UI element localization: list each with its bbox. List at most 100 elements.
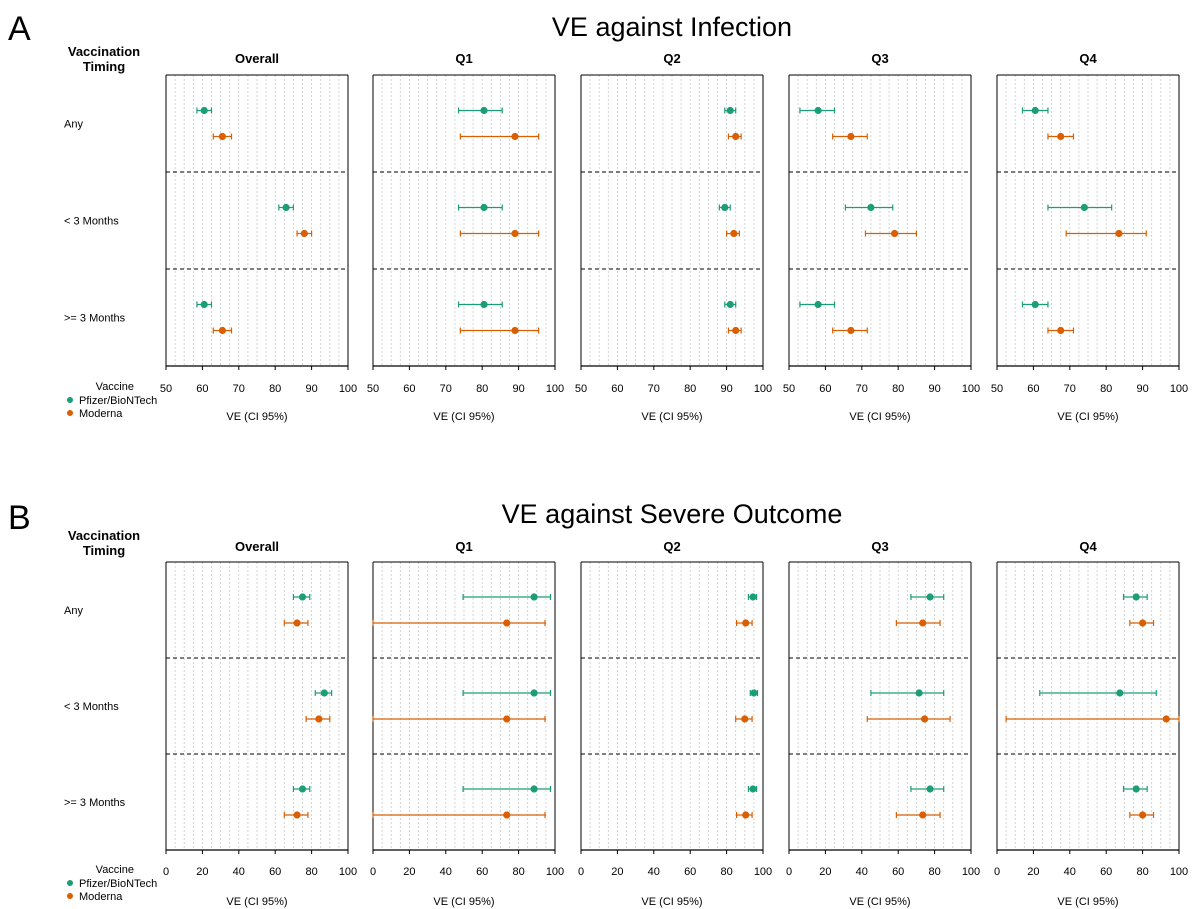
column-title: Q1 — [455, 51, 472, 66]
panel-title: VE against Infection — [552, 12, 792, 42]
row-label: < 3 Months — [64, 701, 119, 713]
moderna-point — [920, 715, 929, 723]
moderna-point — [503, 715, 511, 723]
legend-dot — [67, 880, 73, 886]
moderna-point — [315, 715, 323, 723]
pfizer-point — [530, 689, 538, 697]
row-label: < 3 Months — [64, 216, 119, 228]
panel-letter: B — [8, 499, 31, 537]
pfizer-point — [298, 593, 307, 601]
x-tick-label: 50 — [783, 383, 795, 395]
x-tick-label: 90 — [928, 383, 940, 395]
x-tick-label: 20 — [403, 866, 415, 878]
x-axis-label: VE (CI 95%) — [641, 896, 702, 908]
moderna-point — [1162, 715, 1170, 723]
x-tick-label: 40 — [1064, 866, 1076, 878]
x-tick-label: 20 — [611, 866, 623, 878]
x-tick-label: 80 — [928, 866, 940, 878]
x-tick-label: 100 — [962, 866, 980, 878]
pfizer-point — [1031, 106, 1039, 115]
x-tick-label: 100 — [546, 866, 564, 878]
x-axis-label: VE (CI 95%) — [226, 896, 287, 908]
x-tick-label: 70 — [1064, 383, 1076, 395]
x-tick-label: 40 — [648, 866, 660, 878]
moderna-point — [1057, 326, 1065, 335]
x-tick-label: 60 — [611, 383, 623, 395]
row-header-line: Vaccination — [68, 44, 140, 59]
x-tick-label: 70 — [856, 383, 868, 395]
x-tick-label: 80 — [684, 383, 696, 395]
moderna-point — [847, 132, 855, 141]
moderna-point — [1057, 132, 1065, 141]
x-tick-label: 100 — [1170, 383, 1188, 395]
x-tick-label: 90 — [512, 383, 524, 395]
legend-dot — [67, 410, 73, 416]
x-tick-label: 80 — [476, 383, 488, 395]
pfizer-point — [1132, 593, 1140, 601]
legend-label: Pfizer/BioNTech — [79, 878, 157, 890]
moderna-point — [919, 619, 927, 627]
x-axis-label: VE (CI 95%) — [433, 896, 494, 908]
x-tick-label: 60 — [892, 866, 904, 878]
pfizer-point — [726, 300, 734, 309]
pfizer-point — [814, 300, 822, 309]
pfizer-point — [915, 689, 923, 697]
x-tick-label: 60 — [269, 866, 281, 878]
column-title: Q4 — [1079, 539, 1097, 554]
column-title: Q4 — [1079, 51, 1097, 66]
pfizer-point — [480, 203, 488, 212]
column-title: Q1 — [455, 539, 472, 554]
moderna-point — [511, 229, 519, 238]
x-tick-label: 50 — [991, 383, 1003, 395]
x-tick-label: 90 — [305, 383, 317, 395]
moderna-point — [919, 811, 927, 819]
legend-dot — [67, 893, 73, 899]
column-title: Q3 — [871, 51, 888, 66]
x-tick-label: 60 — [684, 866, 696, 878]
moderna-point — [730, 229, 738, 238]
legend-label: Moderna — [79, 891, 123, 903]
pfizer-point — [867, 203, 875, 212]
x-tick-label: 40 — [856, 866, 868, 878]
moderna-point — [511, 326, 519, 335]
row-label: Any — [64, 605, 83, 617]
column-title: Overall — [235, 539, 279, 554]
x-tick-label: 80 — [1136, 866, 1148, 878]
x-tick-label: 20 — [196, 866, 208, 878]
column-title: Q3 — [871, 539, 888, 554]
x-tick-label: 50 — [575, 383, 587, 395]
x-tick-label: 100 — [754, 383, 772, 395]
x-tick-label: 100 — [546, 383, 564, 395]
legend-label: Moderna — [79, 408, 123, 420]
pfizer-point — [1080, 203, 1088, 212]
row-header-line: Vaccination — [68, 528, 140, 543]
legend-title: Vaccine — [96, 381, 134, 393]
pfizer-point — [1031, 300, 1039, 309]
x-axis-label: VE (CI 95%) — [849, 896, 910, 908]
column-title: Q2 — [663, 51, 680, 66]
x-tick-label: 100 — [754, 866, 772, 878]
x-tick-label: 60 — [403, 383, 415, 395]
legend-title: Vaccine — [96, 864, 134, 876]
row-label: Any — [64, 119, 83, 131]
x-axis-label: VE (CI 95%) — [849, 411, 910, 423]
x-tick-label: 80 — [269, 383, 281, 395]
row-header-line: Timing — [83, 59, 125, 74]
x-tick-label: 90 — [1136, 383, 1148, 395]
x-tick-label: 80 — [892, 383, 904, 395]
x-tick-label: 40 — [233, 866, 245, 878]
moderna-point — [503, 619, 511, 627]
x-tick-label: 0 — [786, 866, 792, 878]
row-header-line: Timing — [83, 543, 125, 558]
x-tick-label: 80 — [720, 866, 732, 878]
pfizer-point — [480, 106, 488, 115]
moderna-point — [847, 326, 855, 335]
moderna-point — [732, 326, 740, 335]
pfizer-point — [530, 593, 538, 601]
x-tick-label: 60 — [196, 383, 208, 395]
x-tick-label: 60 — [476, 866, 488, 878]
pfizer-point — [1132, 785, 1140, 793]
x-tick-label: 0 — [994, 866, 1000, 878]
pfizer-point — [282, 203, 290, 212]
